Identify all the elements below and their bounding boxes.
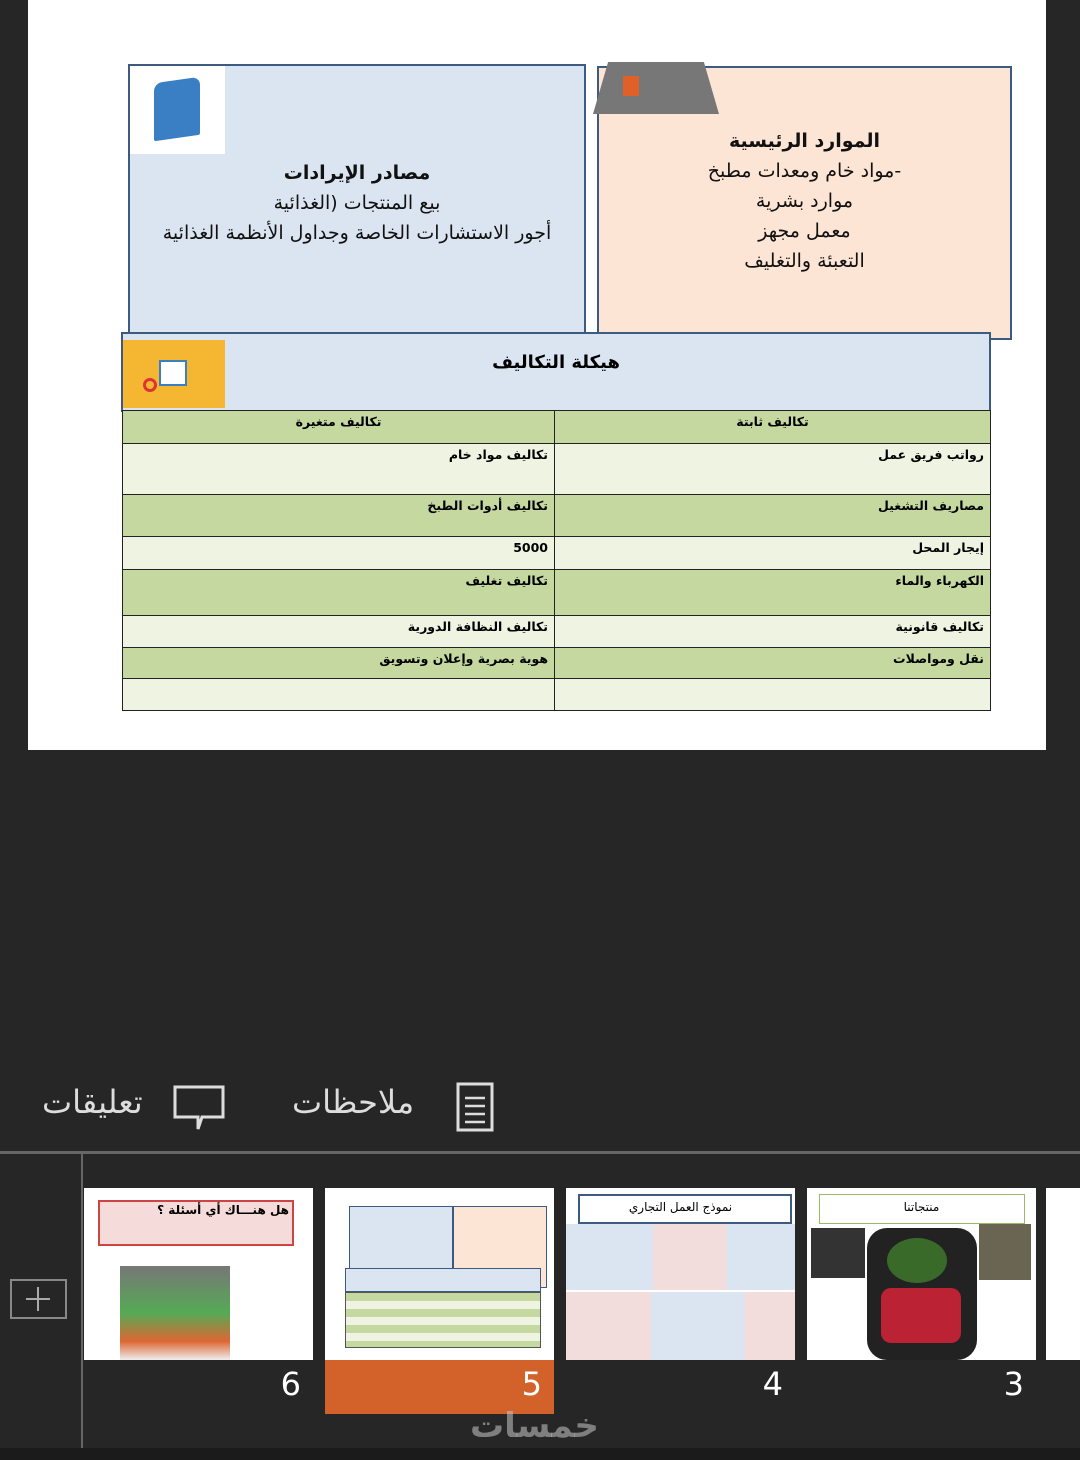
- cost-structure-header: هيكلة التكاليف: [121, 332, 991, 412]
- watermark: خمسات: [470, 1406, 599, 1446]
- notes-button[interactable]: ملاحظات: [292, 1080, 497, 1135]
- divider: [81, 1154, 83, 1448]
- resources-line: -مواد خام ومعدات مطبخ: [707, 160, 902, 182]
- fixed-cost-cell: تكاليف قانونية: [554, 615, 991, 648]
- variable-cost-cell: تكاليف النظافة الدورية: [122, 615, 555, 648]
- comment-icon: [173, 1085, 225, 1130]
- cost-table: تكاليف ثابتة تكاليف متغيرة رواتب فريق عمل…: [122, 410, 991, 711]
- thumbnail-title: هل هنـــاك أي أسئلة ؟: [157, 1203, 289, 1217]
- food-image: [120, 1266, 230, 1360]
- revenue-line: أجور الاستشارات الخاصة وجداول الأنظمة ال…: [162, 222, 552, 244]
- comments-label: تعليقات: [42, 1083, 143, 1121]
- fixed-cost-cell: إيجار المحل: [554, 536, 991, 570]
- analytics-icon: [123, 340, 225, 408]
- variable-cost-cell: [122, 678, 555, 711]
- variable-costs-header: تكاليف متغيرة: [122, 410, 555, 444]
- variable-cost-cell: تكاليف تغليف: [122, 569, 555, 616]
- slide-number: 4: [762, 1365, 783, 1403]
- slide-thumbnail-3[interactable]: منتجاتنا: [807, 1188, 1036, 1360]
- variable-cost-cell: هوية بصرية وإعلان وتسويق: [122, 647, 555, 679]
- kitchen-icon: [593, 62, 719, 114]
- resources-line: موارد بشرية: [755, 190, 854, 212]
- slide-number: 5: [521, 1365, 542, 1403]
- notes-label: ملاحظات: [292, 1083, 415, 1121]
- plus-icon: [26, 1287, 50, 1311]
- revenue-line: بيع المنتجات (الغذائية: [273, 192, 441, 214]
- variable-cost-cell: 5000: [122, 536, 555, 570]
- resources-line: التعبئة والتغليف: [744, 250, 865, 272]
- cost-structure-title: هيكلة التكاليف: [492, 352, 620, 373]
- variable-cost-cell: تكاليف أدوات الطبخ: [122, 494, 555, 537]
- slide-thumbnail-5[interactable]: [325, 1188, 554, 1360]
- bottom-bar: [0, 1448, 1080, 1460]
- fixed-cost-cell: مصاريف التشغيل: [554, 494, 991, 537]
- food-image: [867, 1228, 977, 1360]
- fixed-cost-cell: [554, 678, 991, 711]
- divider: [0, 1151, 1080, 1154]
- slide-number: 3: [1003, 1365, 1024, 1403]
- selected-slide-indicator: [325, 1360, 554, 1414]
- resources-title: الموارد الرئيسية: [728, 130, 881, 152]
- key-resources-box: الموارد الرئيسية -مواد خام ومعدات مطبخ م…: [593, 62, 1012, 340]
- comments-button[interactable]: تعليقات: [42, 1080, 227, 1130]
- revenue-title: مصادر الإيرادات: [283, 162, 431, 184]
- revenue-streams-box: مصادر الإيرادات بيع المنتجات (الغذائية أ…: [128, 64, 586, 336]
- fixed-costs-header: تكاليف ثابتة: [554, 410, 991, 444]
- thumbnail-title: منتجاتنا: [903, 1200, 940, 1214]
- add-slide-button[interactable]: [10, 1279, 67, 1319]
- fixed-cost-cell: نقل ومواصلات: [554, 647, 991, 679]
- slide-thumbnail-6[interactable]: هل هنـــاك أي أسئلة ؟: [84, 1188, 313, 1360]
- fixed-cost-cell: الكهرباء والماء: [554, 569, 991, 616]
- variable-cost-cell: تكاليف مواد خام: [122, 443, 555, 495]
- slide-number: 6: [280, 1365, 301, 1403]
- notes-icon: [456, 1082, 494, 1132]
- fixed-cost-cell: رواتب فريق عمل: [554, 443, 991, 495]
- slide-thumbnail-2[interactable]: [1046, 1188, 1080, 1360]
- atm-icon: [130, 66, 225, 154]
- thumbnail-title: نموذج العمل التجاري: [628, 1200, 733, 1214]
- slide-thumbnail-4[interactable]: نموذج العمل التجاري: [566, 1188, 795, 1360]
- resources-line: معمل مجهز: [758, 220, 851, 242]
